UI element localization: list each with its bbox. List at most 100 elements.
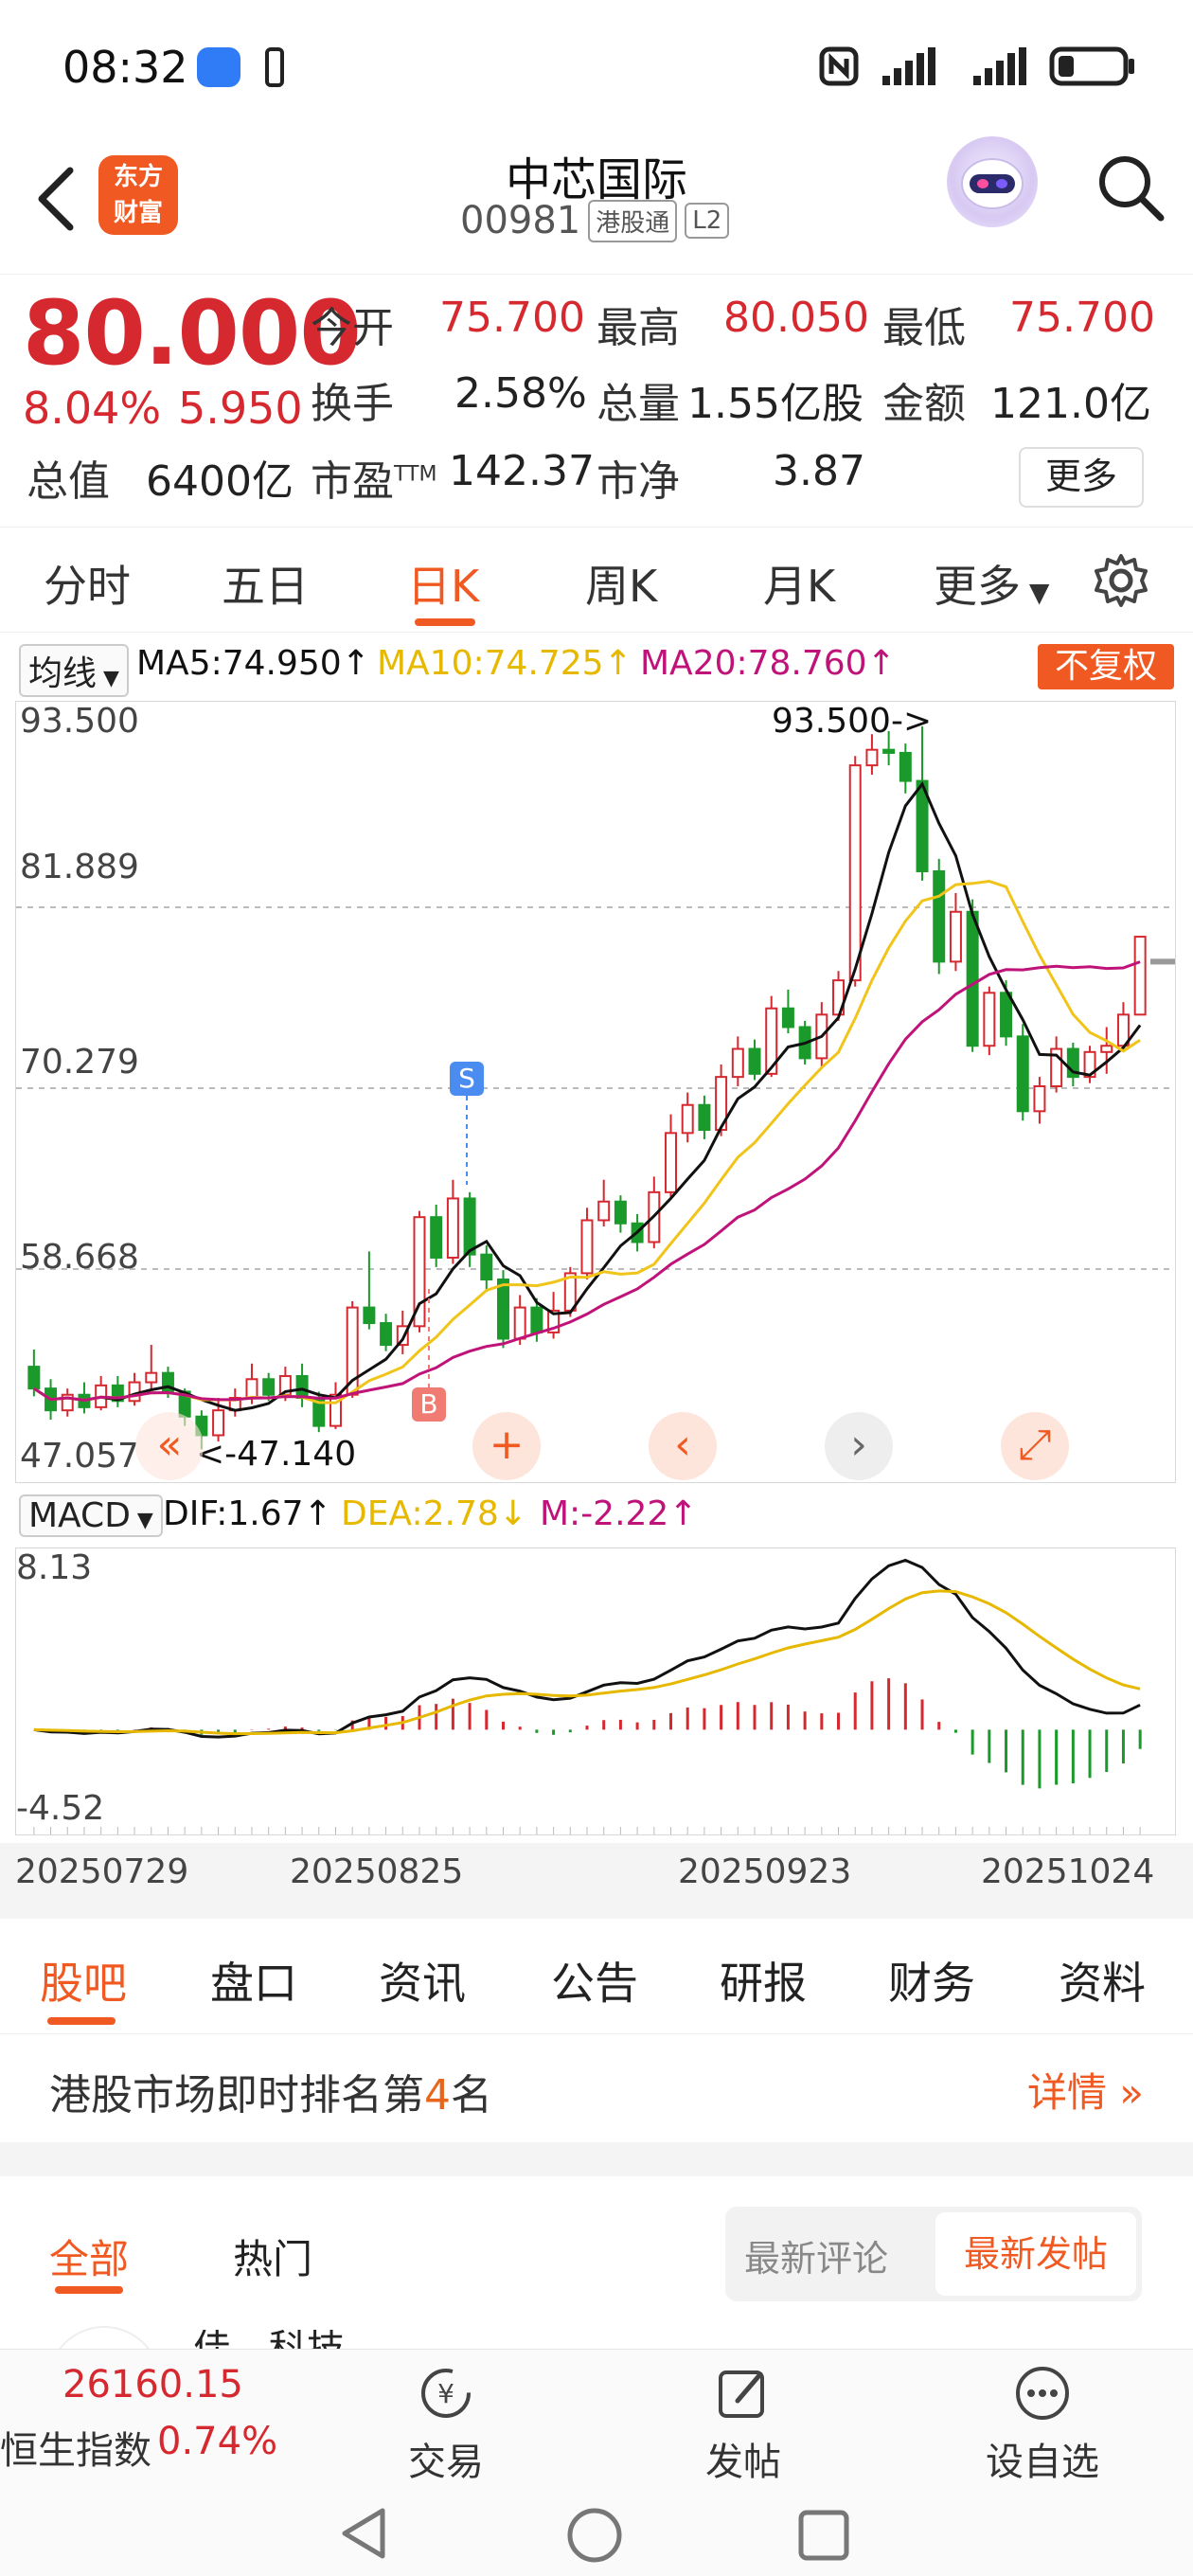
candle-body — [983, 992, 996, 1047]
macd-select[interactable]: MACD ▼ — [19, 1494, 163, 1537]
chevron-right-icon[interactable]: › — [825, 1412, 893, 1480]
stock-name: 中芯国际 — [505, 153, 687, 206]
buy-marker[interactable]: B — [412, 1387, 446, 1422]
tab-more[interactable]: 更多 ▼ — [934, 561, 1050, 612]
tab-finance[interactable]: 财务 — [888, 1958, 975, 2009]
hsi-name: 恒生指数 — [0, 2429, 151, 2473]
tab-profile[interactable]: 资料 — [1059, 1958, 1146, 2009]
candle-body — [597, 1200, 611, 1222]
stock-code-row: 00981 港股通 L2 — [460, 199, 730, 242]
rank-detail-link[interactable]: 详情 » — [1026, 2069, 1144, 2116]
expand-icon[interactable]: ⤢ — [1001, 1412, 1069, 1480]
bottom-bar: 26160.15 恒生指数 0.74% ¥ 交易 发帖 设自选 — [0, 2349, 1193, 2576]
candle-body — [882, 748, 896, 754]
sort-latest-post[interactable]: 最新发帖 — [935, 2212, 1136, 2296]
app-logo: 东方 财富 — [98, 155, 178, 235]
turnover-value: 2.58% — [454, 369, 587, 418]
sort-latest-comment[interactable]: 最新评论 — [744, 2238, 889, 2280]
pb-label: 市净 — [596, 457, 680, 506]
candle-body — [380, 1322, 393, 1347]
candle-body — [413, 1216, 426, 1328]
low-value: 75.700 — [1009, 294, 1155, 342]
macd-y-top: 8.13 — [16, 1548, 93, 1587]
filter-all[interactable]: 全部 — [49, 2236, 130, 2282]
candle-body — [1066, 1047, 1079, 1079]
dif-legend: DIF:1.67↑ — [163, 1494, 332, 1533]
date-axis: 20250729 20250825 20250923 20251024 — [0, 1843, 1193, 1919]
tab-monthly-k[interactable]: 月K — [763, 561, 836, 612]
candle-body — [781, 1007, 794, 1029]
tab-announcement[interactable]: 公告 — [551, 1958, 638, 2009]
amount-label: 金额 — [882, 380, 966, 428]
candle-body — [363, 1306, 376, 1325]
stock-header: 东方 财富 中芯国际 00981 港股通 L2 — [0, 133, 1193, 275]
add-watchlist-button[interactable]: 设自选 — [971, 2350, 1113, 2486]
nav-back-icon[interactable] — [337, 2505, 390, 2562]
hsi-value[interactable]: 26160.15 — [62, 2363, 243, 2406]
kline-svg — [16, 726, 1175, 1450]
filter-underline — [55, 2286, 123, 2294]
status-time: 08:32 — [62, 42, 188, 93]
macd-legend-row: MACD ▼ DIF:1.67↑ DEA:2.78↓ M:-2.22↑ — [0, 1491, 1193, 1544]
ma5-line — [33, 780, 1142, 1412]
dea-legend: DEA:2.78↓ — [341, 1494, 527, 1533]
dea-line — [33, 1589, 1141, 1736]
chevron-double-left-icon[interactable]: « — [135, 1412, 204, 1480]
candle-body — [765, 1007, 778, 1075]
candle-body — [245, 1378, 258, 1400]
signal-icon — [882, 47, 935, 85]
plus-icon[interactable]: + — [472, 1412, 541, 1480]
dif-line — [33, 1558, 1141, 1739]
candle-body — [446, 1197, 459, 1259]
edit-icon — [719, 2370, 764, 2418]
battery-icon — [1049, 46, 1134, 86]
candle-body — [145, 1371, 158, 1384]
candle-body — [212, 1409, 225, 1437]
min-price-note: <-47.140 — [196, 1435, 357, 1474]
rank-row[interactable]: 港股市场即时排名第4名 详情 » — [0, 2036, 1193, 2140]
more-quote-button[interactable]: 更多 — [1019, 447, 1144, 508]
date-label-1: 20250729 — [15, 1852, 189, 1891]
post-label: 发帖 — [705, 2441, 781, 2484]
back-arrow-icon[interactable] — [28, 161, 85, 237]
hk-connect-tag: 港股通 — [588, 199, 678, 242]
trade-button[interactable]: ¥ 交易 — [375, 2350, 517, 2486]
y-label-top: 93.500 — [20, 702, 139, 741]
trade-label: 交易 — [408, 2441, 484, 2484]
gear-icon[interactable] — [1091, 550, 1151, 611]
post-button[interactable]: 发帖 — [672, 2350, 814, 2486]
tab-news[interactable]: 资讯 — [379, 1958, 466, 2009]
open-label: 今开 — [311, 304, 394, 352]
ma10-legend: MA10:74.725↑ — [377, 644, 632, 683]
chevron-left-icon[interactable]: ‹ — [649, 1412, 717, 1480]
assistant-robot-icon[interactable] — [947, 136, 1038, 227]
candle-body — [1050, 1047, 1063, 1088]
trade-icon: ¥ — [421, 2369, 471, 2418]
tab-weekly-k[interactable]: 周K — [585, 561, 658, 612]
y-label-2: 81.889 — [20, 848, 139, 886]
tab-intraday[interactable]: 分时 — [44, 561, 131, 612]
candle-body — [547, 1309, 561, 1333]
message-app-icon — [197, 47, 240, 87]
nav-home-icon[interactable] — [564, 2505, 625, 2566]
no-adjust-button[interactable]: 不复权 — [1038, 644, 1174, 689]
candle-body — [480, 1253, 493, 1280]
candle-body — [865, 748, 879, 767]
indicator-select[interactable]: 均线 ▼ — [19, 644, 129, 697]
nav-recents-icon[interactable] — [795, 2507, 852, 2564]
volume-label: 总量 — [596, 380, 680, 428]
candle-body — [513, 1306, 526, 1340]
candle-body — [966, 910, 979, 1047]
level2-tag: L2 — [685, 203, 730, 239]
macd-chart[interactable]: 8.13 -4.52 — [15, 1547, 1176, 1835]
filter-hot[interactable]: 热门 — [233, 2236, 313, 2282]
tab-research[interactable]: 研报 — [720, 1958, 807, 2009]
tab-daily-k[interactable]: 日K — [407, 561, 480, 612]
tab-guba[interactable]: 股吧 — [40, 1958, 127, 2009]
tab-pankou[interactable]: 盘口 — [210, 1958, 297, 2009]
search-icon[interactable] — [1093, 150, 1168, 225]
post-avatar — [47, 2326, 161, 2349]
kline-chart[interactable]: 93.500 81.889 70.279 58.668 47.057 93.50… — [15, 701, 1176, 1483]
sell-marker[interactable]: S — [450, 1062, 484, 1096]
tab-five-day[interactable]: 五日 — [222, 561, 309, 612]
